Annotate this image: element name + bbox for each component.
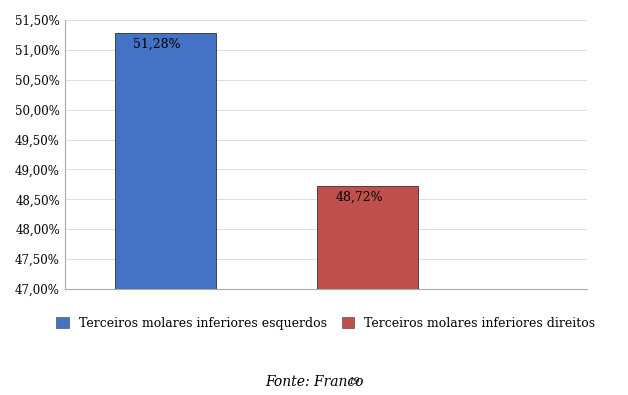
Bar <box>317 186 418 395</box>
Text: 48,72%: 48,72% <box>335 190 383 203</box>
Legend: Terceiros molares inferiores esquerdos, Terceiros molares inferiores direitos: Terceiros molares inferiores esquerdos, … <box>56 317 595 330</box>
Text: 19: 19 <box>349 377 360 386</box>
Text: 51,28%: 51,28% <box>133 38 181 50</box>
Text: Fonte: Franco: Fonte: Franco <box>265 375 363 389</box>
Bar <box>116 33 216 395</box>
